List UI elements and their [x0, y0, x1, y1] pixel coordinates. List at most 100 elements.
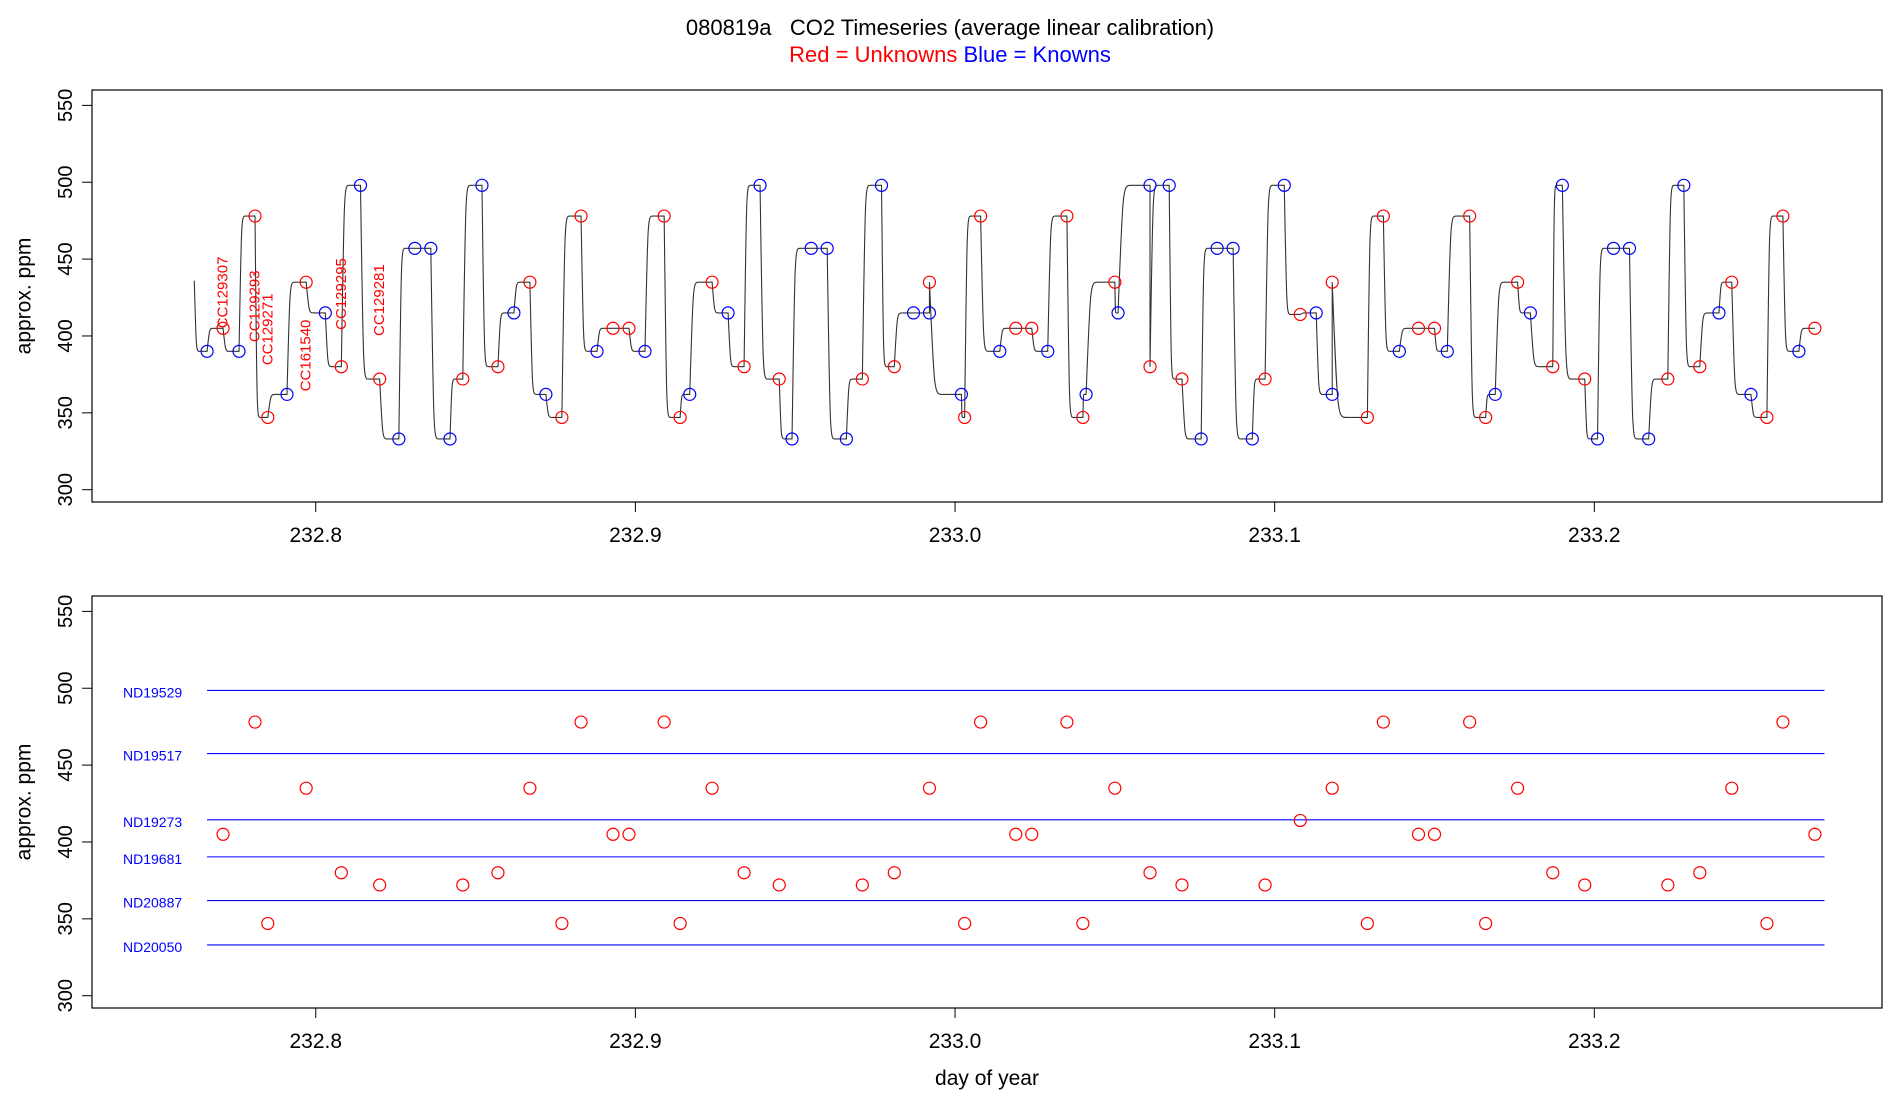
unknown-point — [1258, 878, 1272, 892]
unknown-point — [261, 410, 275, 425]
top-x-tick-label: 233.0 — [929, 524, 982, 547]
bottom-y-tick-label: 350 — [55, 902, 77, 935]
known-point — [1488, 387, 1502, 401]
unknown-point — [622, 827, 636, 841]
known-point — [874, 178, 889, 192]
known-point — [1210, 241, 1224, 255]
known-point — [353, 178, 368, 192]
reference-line-label: ND19529 — [123, 684, 182, 700]
unknown-point — [555, 916, 569, 931]
unknown-point — [606, 321, 620, 335]
unknown-point — [1479, 410, 1493, 425]
reference-line-label: ND19681 — [123, 851, 182, 867]
bottom-y-axis-label: approx. ppm — [13, 744, 36, 861]
chart-title: 080819a CO2 Timeseries (average linear c… — [685, 15, 1215, 40]
known-point — [683, 387, 697, 401]
unknown-point — [958, 916, 972, 931]
known-point — [1677, 178, 1691, 192]
unknown-point — [248, 715, 262, 729]
known-point — [922, 306, 937, 320]
unknown-point — [1511, 781, 1525, 795]
known-point — [1523, 306, 1537, 320]
unknown-point — [373, 372, 387, 386]
known-point — [1712, 306, 1726, 320]
bottom-y-tick-label: 400 — [55, 825, 77, 858]
unknown-point — [1009, 827, 1023, 841]
sample-id-label: CC129281 — [371, 264, 388, 336]
known-point — [318, 306, 332, 320]
known-point — [638, 344, 652, 358]
known-point — [906, 306, 921, 320]
unknown-point — [216, 321, 230, 335]
bottom-x-tick-label: 232.8 — [289, 1030, 342, 1053]
sample-id-label: CC129295 — [333, 258, 350, 330]
unknown-point — [1108, 781, 1122, 795]
unknown-point — [1463, 715, 1477, 729]
unknown-point — [1411, 827, 1426, 841]
unknown-point — [1076, 410, 1090, 425]
known-point — [539, 387, 553, 401]
unknown-point — [1427, 321, 1442, 335]
known-point — [443, 432, 457, 446]
unknown-point — [1808, 321, 1822, 335]
unknown-point — [958, 410, 972, 425]
known-point — [1606, 241, 1621, 255]
unknown-point — [1776, 209, 1790, 223]
unknown-point — [1546, 360, 1560, 374]
known-point — [1392, 344, 1406, 358]
known-point — [232, 344, 246, 358]
unknown-point — [772, 372, 786, 386]
known-point — [1143, 178, 1157, 192]
unknown-point — [1360, 916, 1374, 931]
unknown-point — [1360, 410, 1374, 425]
unknown-point — [1511, 275, 1525, 289]
unknown-point — [1776, 715, 1790, 729]
known-point — [1590, 432, 1605, 446]
unknown-point — [1175, 372, 1189, 386]
bottom-y-tick-label: 500 — [55, 672, 77, 705]
known-point — [507, 306, 521, 320]
known-point — [475, 178, 489, 192]
unknown-point — [855, 372, 869, 386]
unknown-point — [1025, 321, 1039, 335]
known-point — [753, 178, 767, 192]
reference-line-label: ND20050 — [123, 939, 182, 955]
unknown-point — [887, 866, 901, 880]
unknown-point — [673, 916, 687, 931]
reference-line-label: ND20887 — [123, 895, 182, 911]
unknown-point — [1808, 827, 1822, 841]
known-point — [1079, 387, 1093, 401]
unknown-point — [334, 360, 348, 374]
top-x-tick-label: 232.8 — [289, 524, 342, 547]
unknown-point — [606, 827, 620, 841]
known-point — [392, 432, 406, 446]
unknown-point — [1693, 866, 1707, 880]
co2-trace-line — [193, 184, 1815, 440]
known-point — [280, 387, 294, 401]
top-y-tick-label: 450 — [55, 242, 77, 275]
known-point — [1325, 387, 1339, 401]
unknown-point — [1076, 916, 1090, 931]
unknown-point — [705, 781, 719, 795]
unknown-point — [673, 410, 687, 425]
top-y-tick-label: 300 — [55, 473, 77, 506]
known-point — [1440, 344, 1454, 358]
known-point — [1226, 241, 1240, 255]
known-point — [1162, 178, 1176, 192]
unknown-point — [491, 866, 505, 880]
bottom-x-axis-label: day of year — [935, 1067, 1039, 1090]
unknown-point — [1108, 275, 1122, 289]
unknown-point — [334, 866, 348, 880]
unknown-point — [299, 275, 313, 289]
unknown-point — [1175, 878, 1189, 892]
bottom-x-tick-label: 232.9 — [609, 1030, 662, 1053]
unknown-point — [1578, 372, 1592, 386]
bottom-y-tick-label: 450 — [55, 748, 77, 781]
known-point — [1309, 306, 1323, 320]
unknown-point — [574, 715, 588, 729]
unknown-point — [1060, 715, 1074, 729]
unknown-point — [1661, 372, 1675, 386]
unknown-point — [456, 878, 470, 892]
unknown-point — [574, 209, 588, 223]
